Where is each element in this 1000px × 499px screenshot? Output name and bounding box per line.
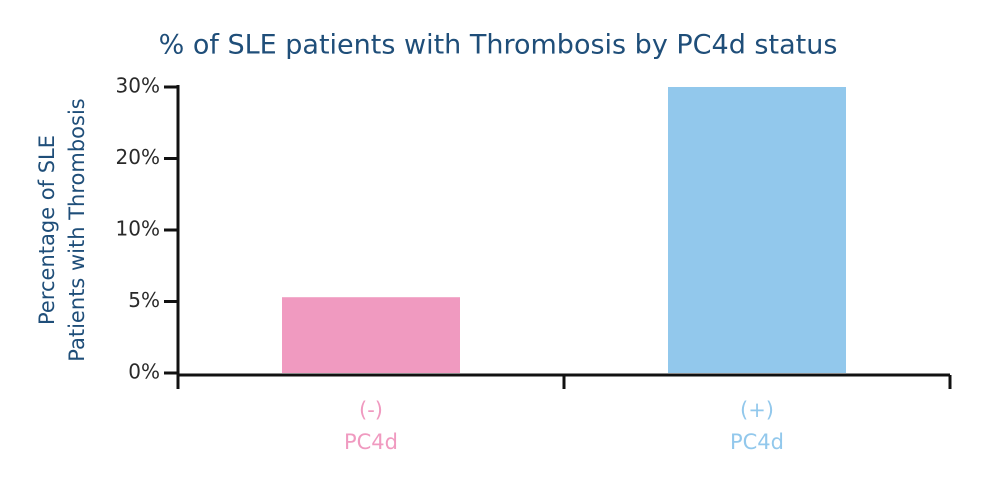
x-tick-label: (+): [740, 398, 774, 422]
y-tick-label: 30%: [116, 74, 160, 98]
y-tick-label: 10%: [116, 217, 160, 241]
x-tick-label: (-): [359, 398, 383, 422]
x-tick-label: PC4d: [730, 430, 784, 454]
y-tick-label: 20%: [116, 145, 160, 169]
y-axis-label-line: Patients with Thrombosis: [65, 98, 89, 361]
chart-title: % of SLE patients with Thrombosis by PC4…: [159, 30, 838, 61]
y-tick-label: 0%: [128, 360, 160, 384]
y-axis-label-line: Percentage of SLE: [35, 135, 59, 325]
y-tick-label: 5%: [128, 288, 160, 312]
bar: [668, 87, 846, 373]
bar: [282, 297, 460, 373]
y-axis-label: Percentage of SLE Patients with Thrombos…: [35, 98, 89, 361]
x-tick-label: PC4d: [344, 430, 398, 454]
